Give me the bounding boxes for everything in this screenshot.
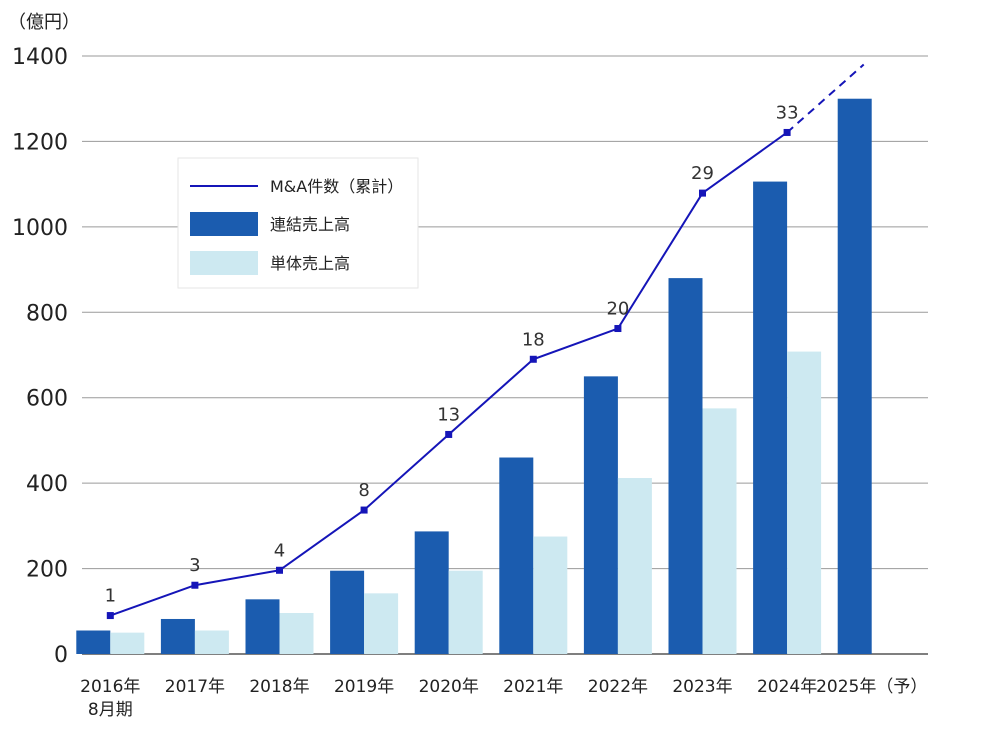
y-tick-label: 800 xyxy=(26,301,68,326)
x-tick-label: 2019年 xyxy=(334,677,394,697)
legend-swatch-standalone xyxy=(190,251,258,275)
bar-consolidated-sales xyxy=(330,570,365,654)
ma-count-data-label: 18 xyxy=(522,329,545,350)
bar-consolidated-sales xyxy=(583,376,618,654)
ma-count-marker xyxy=(529,355,537,363)
bar-standalone-sales xyxy=(787,351,822,654)
x-tick-label: 8月期 xyxy=(88,700,133,720)
y-tick-label: 600 xyxy=(26,387,68,412)
x-tick-label: 2020年 xyxy=(419,677,479,697)
x-tick-label: 2022年 xyxy=(588,677,648,697)
ma-count-data-label: 4 xyxy=(274,540,285,561)
ma-count-marker xyxy=(360,506,368,514)
ma-count-marker xyxy=(699,189,706,197)
ma-count-marker xyxy=(276,566,283,574)
bar-standalone-sales xyxy=(364,593,399,654)
bar-consolidated-sales xyxy=(160,618,195,654)
legend-swatch-consolidated xyxy=(190,212,258,236)
legend-label-consolidated: 連結売上高 xyxy=(270,215,350,234)
bar-standalone-sales xyxy=(279,612,314,654)
x-tick-label: 2023年 xyxy=(672,677,732,697)
ma-count-data-label: 20 xyxy=(606,299,629,320)
bar-consolidated-sales xyxy=(76,630,111,654)
bar-standalone-sales xyxy=(617,478,652,654)
ma-count-projection-line xyxy=(786,63,865,134)
y-axis-unit-label: （億円） xyxy=(8,12,80,33)
y-tick-label: 200 xyxy=(26,558,68,583)
bar-consolidated-sales xyxy=(499,457,534,654)
bar-consolidated-sales xyxy=(837,98,872,654)
y-tick-label: 0 xyxy=(54,643,68,668)
ma-count-data-label: 3 xyxy=(189,555,200,576)
ma-count-marker xyxy=(445,430,453,438)
bar-consolidated-sales xyxy=(414,531,449,654)
ma-count-data-label: 1 xyxy=(105,586,116,607)
x-tick-label: 2017年 xyxy=(165,677,225,697)
x-tick-label: 2021年 xyxy=(503,677,563,697)
bar-standalone-sales xyxy=(110,632,145,654)
bar-standalone-sales xyxy=(702,408,737,654)
bar-standalone-sales xyxy=(194,630,229,654)
legend-label-ma-count: M&A件数（累計） xyxy=(270,177,403,196)
ma-count-marker xyxy=(783,128,791,136)
ma-count-marker xyxy=(191,581,199,589)
y-tick-label: 400 xyxy=(26,472,68,497)
ma-count-data-label: 13 xyxy=(437,404,460,425)
ma-count-marker xyxy=(614,325,622,333)
y-tick-label: 1200 xyxy=(12,130,68,155)
x-tick-label: 2024年 xyxy=(757,677,817,697)
x-tick-label: 2016年 xyxy=(80,677,140,697)
legend-label-standalone: 単体売上高 xyxy=(270,254,350,273)
ma-count-data-label: 8 xyxy=(358,480,369,501)
y-tick-label: 1000 xyxy=(12,216,68,241)
bar-standalone-sales xyxy=(533,536,568,654)
x-tick-label: 2025年（予） xyxy=(816,677,927,697)
ma-count-data-label: 33 xyxy=(776,102,799,123)
ma-count-marker xyxy=(106,612,114,620)
bar-consolidated-sales xyxy=(753,181,788,654)
y-tick-label: 1400 xyxy=(12,45,68,70)
ma-count-data-label: 29 xyxy=(691,163,714,184)
bar-consolidated-sales xyxy=(668,278,703,654)
bar-standalone-sales xyxy=(448,570,483,654)
x-tick-label: 2018年 xyxy=(249,677,309,697)
bar-consolidated-sales xyxy=(245,599,280,654)
